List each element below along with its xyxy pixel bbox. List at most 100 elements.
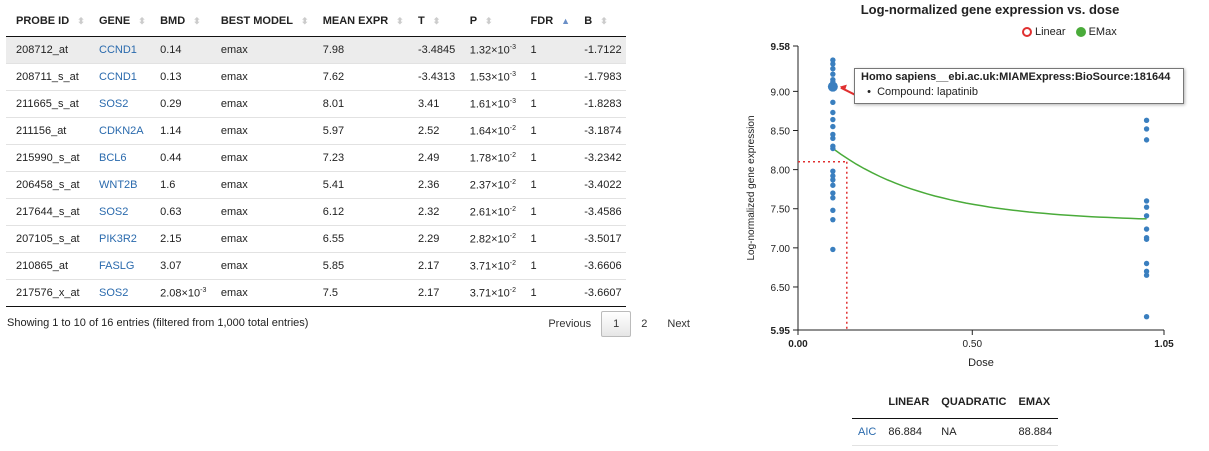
data-point[interactable] [830,109,836,116]
data-point[interactable] [830,207,836,213]
page-2-button[interactable]: 2 [641,318,648,330]
sort-icon: ⬍ [138,16,146,26]
data-point[interactable] [1143,137,1150,143]
data-point[interactable] [830,116,836,123]
cell-fdr-text: 1 [530,233,537,245]
cell-bmd-text: 0.14 [160,44,182,56]
next-button[interactable]: Next [667,318,690,330]
cell-gene-link[interactable]: BCL6 [89,144,151,172]
cell-gene-link[interactable]: CDKN2A [89,117,151,145]
data-point[interactable] [830,182,836,188]
x-tick-label: 1.05 [1154,339,1174,350]
cell-fdr-text: 1 [530,98,537,110]
cell-p-text: 2.82×10 [469,233,510,246]
cell-gene-link-text: FASLG [99,260,135,272]
data-point[interactable] [1143,117,1150,124]
cell-fdr: 1 [520,171,575,199]
table-row[interactable]: 211156_at CDKN2A 1.14 emax 5.97 2.52 1.64×10-2… [6,117,626,145]
chart-canvas[interactable]: 5.95 6.50 7.00 7.50 8.00 8.50 9.00 9.58 0.00 0.50… [740,0,1200,380]
table-row[interactable]: 208712_at CCND1 0.14 emax 7.98 -3.4845 1.32×10… [6,36,626,64]
previous-button[interactable]: Previous [548,318,592,330]
data-point[interactable] [830,57,836,63]
cell-gene-link[interactable]: FASLG [89,252,151,280]
data-point[interactable] [830,71,836,77]
table-row[interactable]: 207105_s_at PIK3R2 2.15 emax 6.55 2.29 2.82×10… [6,225,626,253]
table-row[interactable]: 210865_at FASLG 3.07 emax 5.85 2.17 3.71×10-2 1… [6,252,626,280]
data-point[interactable] [1143,272,1150,278]
table-row[interactable]: 206458_s_at WNT2B 1.6 emax 5.41 2.36 2.37×10-2… [6,171,626,199]
page-1-button[interactable]: 1 [601,311,632,337]
data-point[interactable] [830,123,836,130]
cell-t-text: 3.41 [417,98,440,110]
p-exponent: -3 [509,70,517,78]
data-point[interactable] [830,65,836,72]
data-point[interactable] [830,173,836,179]
cell-b: -1.7983 [574,63,626,91]
cell-b-text: -3.6606 [584,260,622,272]
column-header-b[interactable]: B ⬍ [574,6,626,37]
y-tick-label: 9.00 [771,87,791,98]
data-point[interactable] [830,145,836,152]
column-header-gene[interactable]: GENE ⬍ [89,6,151,37]
chart-title: Log-normalized gene expression vs. dose [860,2,1120,17]
cell-p-text: 1.78×10 [469,152,510,165]
data-point[interactable] [830,216,836,223]
legend-item-linear[interactable]: Linear [1022,26,1066,38]
cell-best-model: emax [210,252,313,280]
cell-gene-link[interactable]: CCND1 [89,36,151,64]
cell-gene-link[interactable]: WNT2B [89,171,151,199]
data-point[interactable] [1143,226,1150,232]
data-point[interactable] [830,99,836,106]
data-point[interactable] [1143,198,1150,204]
column-header-probe[interactable]: PROBE ID ⬍ [6,6,89,37]
cell-t-text: 2.29 [417,233,440,245]
data-point[interactable] [830,131,836,138]
cell-bmd: 3.07 [150,252,211,280]
data-point[interactable] [830,246,836,253]
data-point[interactable] [1143,126,1150,132]
sort-icon: ⬍ [396,16,404,26]
cell-gene-link[interactable]: SOS2 [89,279,151,307]
data-point[interactable] [830,61,836,67]
highlighted-point[interactable] [827,81,838,92]
data-point[interactable] [830,168,836,174]
table-row[interactable]: 217576_x_at SOS2 2.08×10-3 emax 7.5 2.17 3.71×… [6,279,626,307]
column-header-bmd[interactable]: BMD ⬍ [150,6,211,37]
legend-marker-emax [1075,27,1086,37]
data-point[interactable] [1143,313,1150,320]
column-label: B [584,15,593,27]
column-header-fdr[interactable]: FDR ▲ [520,6,575,37]
column-header-t[interactable]: T ⬍ [407,6,460,37]
data-point[interactable] [830,195,836,201]
table-body: 208712_at CCND1 0.14 emax 7.98 -3.4845 1.32×10… [6,36,626,307]
cell-b-text: -3.2342 [584,152,622,164]
data-point[interactable] [1143,260,1150,267]
table-row[interactable]: 208711_s_at CCND1 0.13 emax 7.62 -3.4313 1.53×… [6,63,626,91]
cell-gene-link[interactable]: CCND1 [89,63,151,91]
cell-b-text: -3.4022 [584,179,622,191]
cell-gene-link[interactable]: SOS2 [89,198,151,226]
data-point[interactable] [1143,204,1150,210]
data-point[interactable] [830,177,836,183]
cell-gene-link[interactable]: SOS2 [89,90,151,118]
aic-header-row: LINEAR QUADRATIC EMAX [852,388,1059,419]
table-row[interactable]: 215990_s_at BCL6 0.44 emax 7.23 2.49 1.78×10-2… [6,144,626,172]
cell-mean-expr-text: 6.55 [322,233,345,245]
data-point[interactable] [830,190,836,196]
column-header-model[interactable]: BEST MODEL ⬍ [210,6,313,37]
legend-item-emax[interactable]: EMax [1075,26,1117,38]
cell-gene-link[interactable]: PIK3R2 [89,225,151,253]
aic-row-label[interactable]: AIC [852,418,883,446]
aic-header-blank [852,388,883,419]
data-point[interactable] [830,135,836,142]
data-point[interactable] [1143,213,1150,219]
cell-mean-expr: 5.97 [312,117,408,145]
table-row[interactable]: 217644_s_at SOS2 0.63 emax 6.12 2.32 2.61×10-2… [6,198,626,226]
data-point[interactable] [1143,236,1150,242]
column-header-p[interactable]: P ⬍ [459,6,521,37]
cell-b: -3.6606 [574,252,626,280]
data-point[interactable] [1143,268,1150,275]
table-row[interactable]: 211665_s_at SOS2 0.29 emax 8.01 3.41 1.61×10-3… [6,90,626,118]
cell-mean-expr-text: 6.12 [322,206,345,218]
column-header-mean[interactable]: MEAN EXPR ⬍ [312,6,408,37]
